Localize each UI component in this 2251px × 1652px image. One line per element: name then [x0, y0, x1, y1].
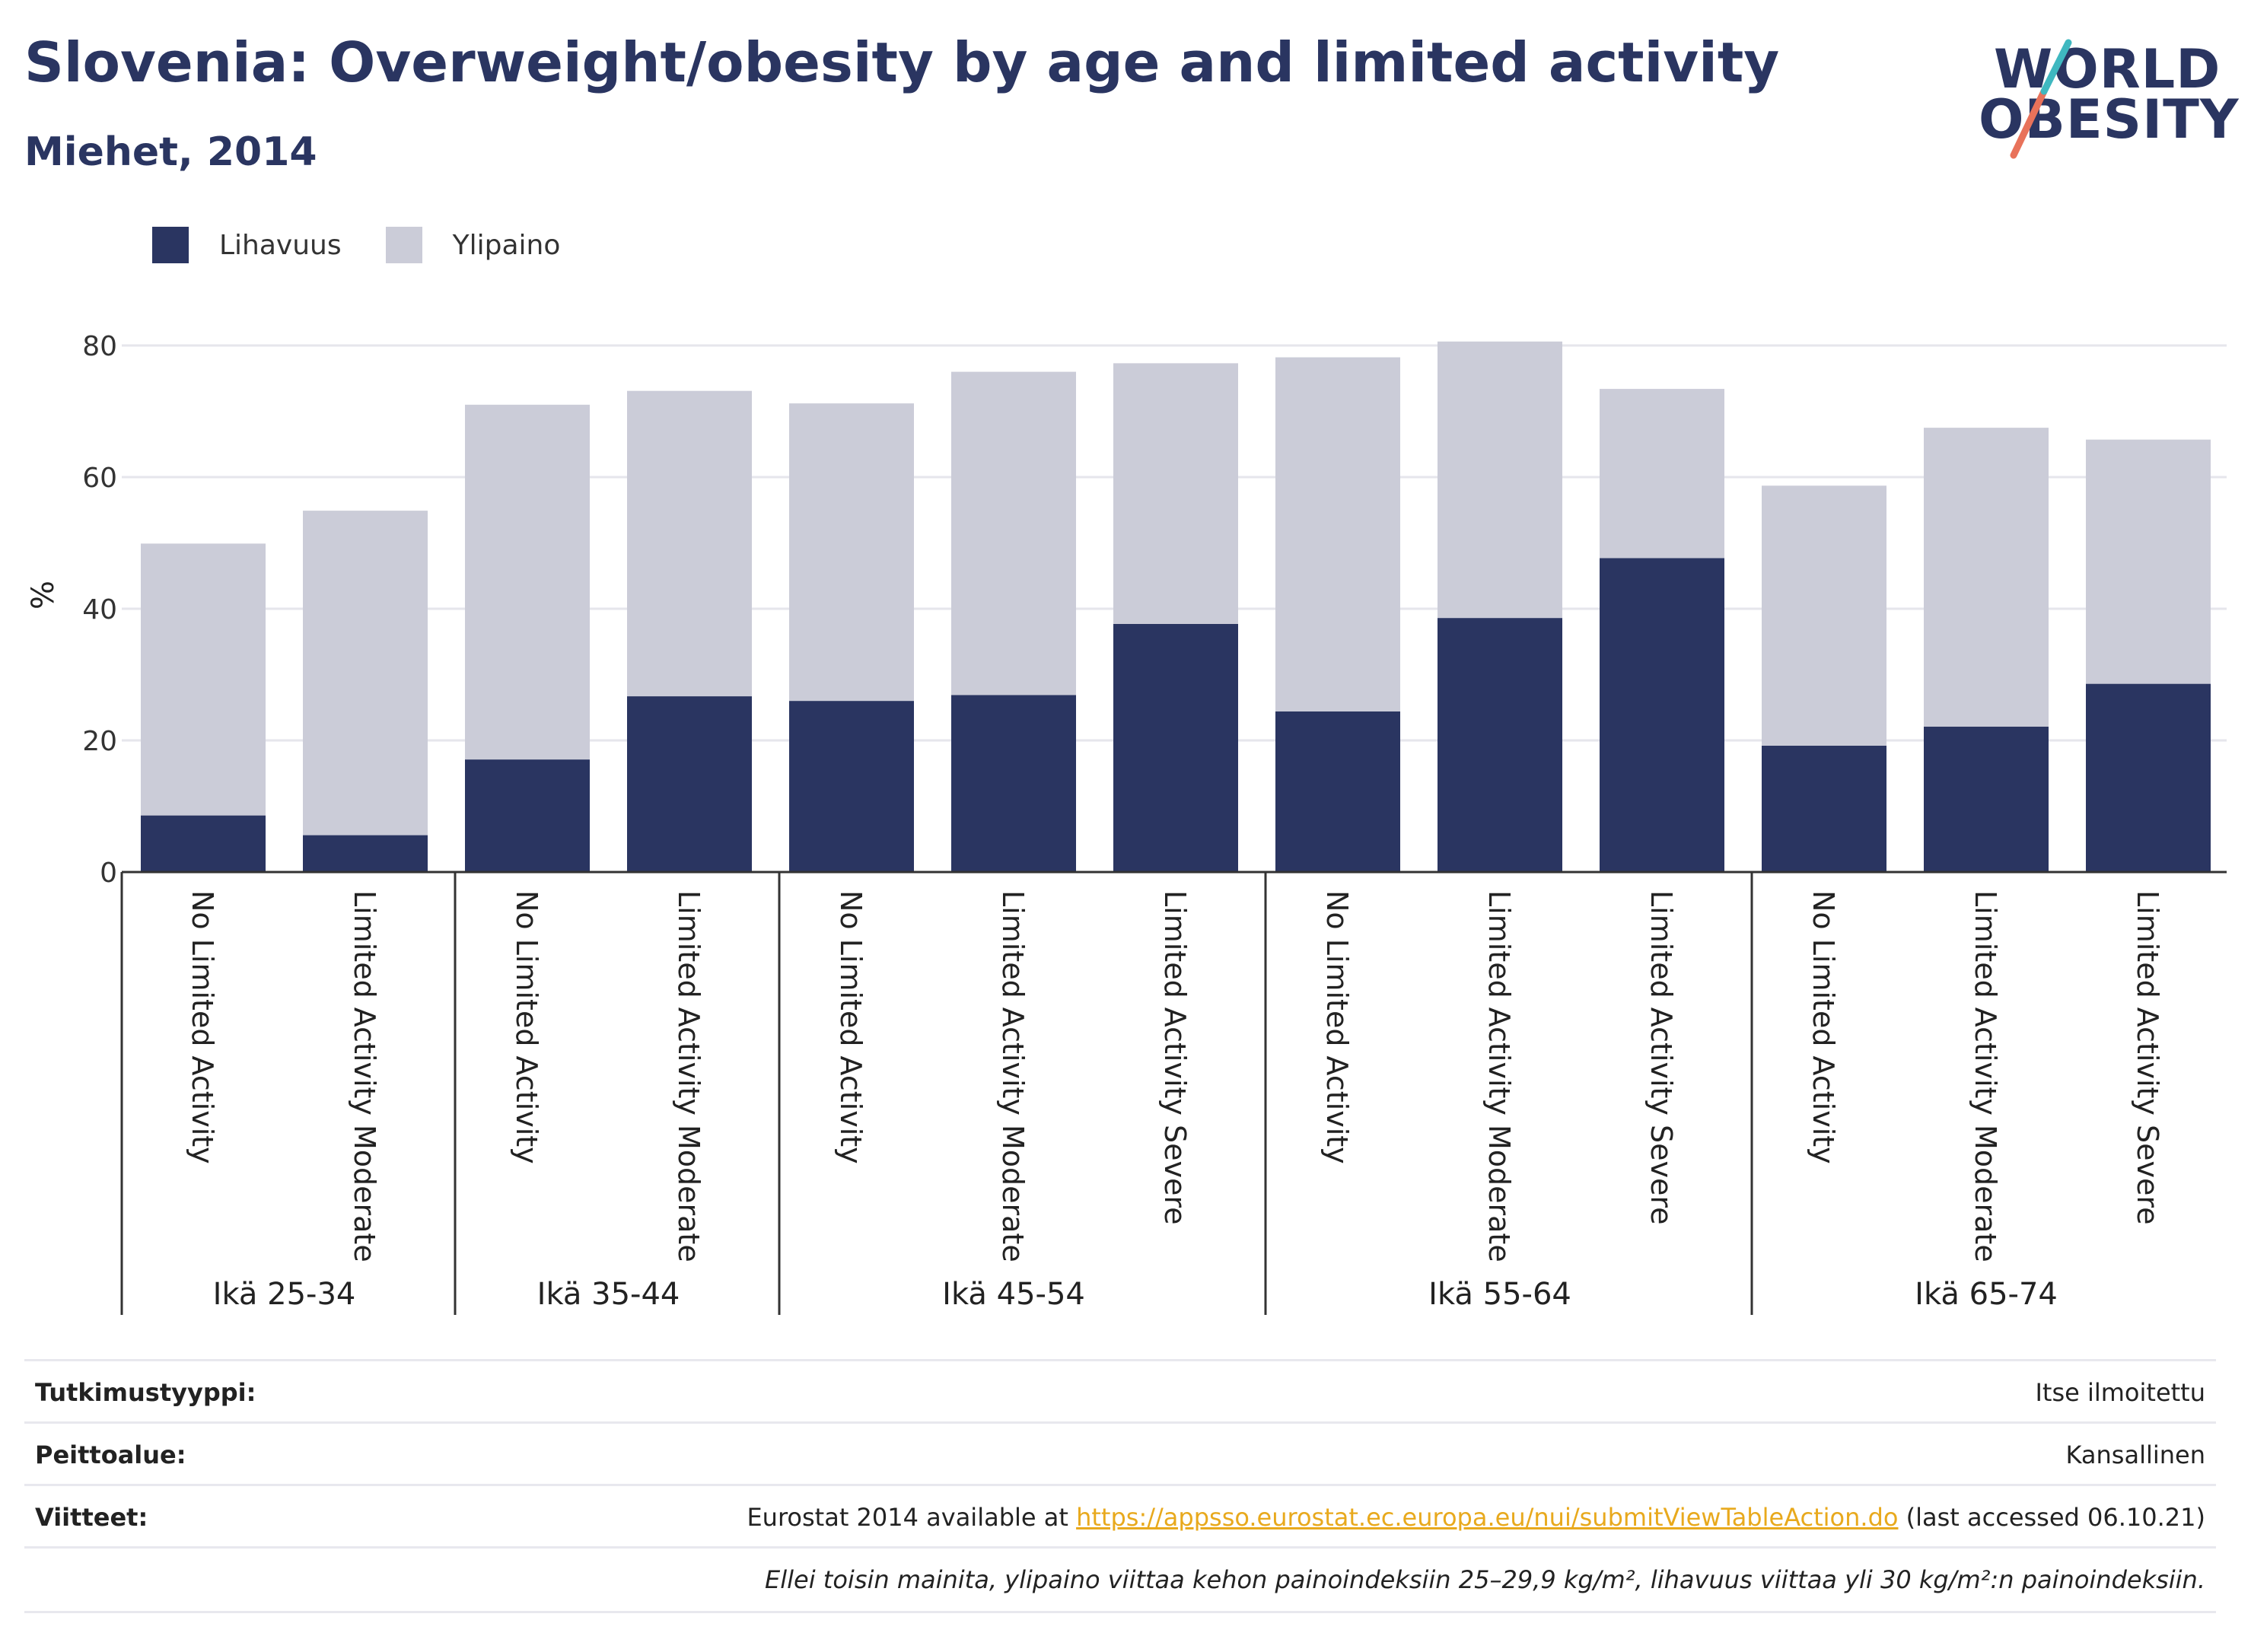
meta-row-references: Viitteet: Eurostat 2014 available at htt…: [24, 1484, 2216, 1549]
y-axis-title: %: [26, 581, 61, 610]
x-category-label: Limited Activity Moderate: [996, 890, 1030, 1262]
chart-subtitle: Miehet, 2014: [24, 129, 317, 175]
chart-legend: Lihavuus Ylipaino: [152, 225, 604, 265]
meta-value-references: Eurostat 2014 available at https://appss…: [747, 1486, 2205, 1549]
bar-ylipaino: [627, 390, 752, 697]
chart-title: Slovenia: Overweight/obesity by age and …: [24, 30, 1780, 94]
logo-text-world: WORLD: [1994, 38, 2221, 100]
legend-item-ylipaino: Ylipaino: [385, 227, 561, 263]
x-category-label: Limited Activity Severe: [2131, 890, 2164, 1225]
logo-slash-icon: [2010, 39, 2072, 159]
bar-lihavuus: [1600, 558, 1724, 872]
reference-prefix: Eurostat 2014 available at: [747, 1503, 1077, 1532]
bar-lihavuus: [1438, 618, 1562, 872]
bar-ylipaino: [141, 543, 266, 816]
meta-row-note: Ellei toisin mainita, ylipaino viittaa k…: [24, 1546, 2216, 1613]
y-tick-label: 60: [82, 463, 117, 494]
reference-suffix: (last accessed 06.10.21): [1898, 1503, 2205, 1532]
x-category-label: No Limited Activity: [510, 890, 543, 1164]
bar-lihavuus: [1762, 745, 1886, 872]
x-category-label: Limited Activity Moderate: [1482, 890, 1516, 1262]
bar-ylipaino: [2086, 439, 2211, 684]
bar-lihavuus: [2086, 683, 2211, 872]
bar-ylipaino: [789, 403, 914, 702]
legend-item-lihavuus: Lihavuus: [152, 227, 342, 263]
y-tick-label: 0: [100, 858, 117, 889]
world-obesity-logo: WORLD OBESITY: [1979, 30, 2239, 167]
bar-lihavuus: [141, 815, 266, 872]
bar-ylipaino: [1275, 357, 1400, 711]
bar-lihavuus: [1924, 726, 2049, 872]
meta-row-study-type: Tutkimustyyppi: Itse ilmoitettu: [24, 1359, 2216, 1424]
bar-ylipaino: [465, 404, 590, 760]
bar-ylipaino: [1113, 363, 1238, 624]
y-tick-label: 20: [82, 726, 117, 757]
stacked-bar-chart: 0 20 40 60 80% No Limited Activity Limited Act…: [26, 331, 2227, 1315]
bar-lihavuus: [627, 696, 752, 872]
y-tick-label: 40: [82, 594, 117, 625]
x-category-label: No Limited Activity: [1807, 890, 1840, 1164]
x-category-label: No Limited Activity: [1320, 890, 1354, 1164]
bar-ylipaino: [1924, 428, 2049, 727]
meta-value-coverage: Kansallinen: [2065, 1440, 2205, 1469]
bar-lihavuus: [789, 701, 914, 872]
bar-lihavuus: [1113, 623, 1238, 872]
x-category-label: Limited Activity Severe: [1644, 890, 1678, 1225]
bar-ylipaino: [303, 511, 428, 836]
legend-swatch-ylipaino: [385, 227, 422, 263]
bar-ylipaino: [1438, 341, 1562, 619]
meta-label-study-type: Tutkimustyyppi:: [35, 1378, 256, 1407]
x-category-label: Limited Activity Severe: [1158, 890, 1192, 1225]
bar-lihavuus: [1275, 711, 1400, 872]
meta-value-study-type: Itse ilmoitettu: [2035, 1378, 2205, 1407]
x-group-label: Ikä 35-44: [537, 1277, 680, 1312]
x-group-label: Ikä 55-64: [1428, 1277, 1571, 1312]
definition-note: Ellei toisin mainita, ylipaino viittaa k…: [765, 1565, 2205, 1594]
x-category-label: Limited Activity Moderate: [672, 890, 705, 1262]
x-group-label: Ikä 25-34: [213, 1277, 356, 1312]
x-group-label: Ikä 65-74: [1915, 1277, 2058, 1312]
bar-lihavuus: [465, 759, 590, 872]
y-tick-label: 80: [82, 331, 117, 362]
meta-label-coverage: Peittoalue:: [35, 1440, 186, 1469]
bar-ylipaino: [1762, 485, 1886, 746]
x-group-label: Ikä 45-54: [942, 1277, 1085, 1312]
x-category-label: Limited Activity Moderate: [348, 890, 381, 1262]
bar-lihavuus: [951, 695, 1076, 872]
x-category-label: No Limited Activity: [834, 890, 868, 1164]
bar-ylipaino: [1600, 389, 1724, 559]
meta-row-coverage: Peittoalue: Kansallinen: [24, 1421, 2216, 1486]
x-category-label: No Limited Activity: [186, 890, 219, 1164]
bar-ylipaino: [951, 371, 1076, 695]
legend-swatch-lihavuus: [152, 227, 189, 263]
meta-label-references: Viitteet:: [35, 1503, 148, 1532]
bar-lihavuus: [303, 835, 428, 872]
x-category-label: Limited Activity Moderate: [1969, 890, 2002, 1262]
legend-label-lihavuus: Lihavuus: [219, 229, 342, 261]
reference-link[interactable]: https://appsso.eurostat.ec.europa.eu/nui…: [1076, 1503, 1899, 1532]
legend-label-ylipaino: Ylipaino: [452, 229, 561, 261]
